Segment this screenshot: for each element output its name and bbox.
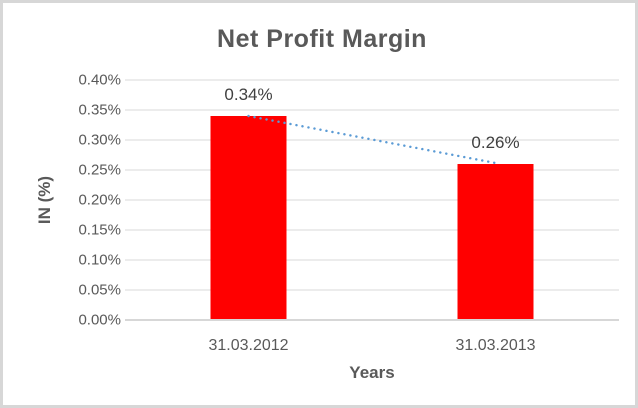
x-axis-category-label: 31.03.2013 <box>455 337 536 354</box>
bar-data-label: 0.34% <box>224 85 273 104</box>
plot-area <box>125 79 619 321</box>
x-axis-title: Years <box>349 363 395 382</box>
y-axis-tick-label: 0.25% <box>78 161 121 179</box>
y-axis-tick-label: 0.15% <box>78 221 121 239</box>
y-axis-tick-label: 0.05% <box>78 281 121 299</box>
y-axis-tick-label: 0.10% <box>78 251 121 269</box>
bar-data-label: 0.26% <box>471 133 520 152</box>
x-axis-category-label: 31.03.2012 <box>208 337 289 354</box>
bar-31.03.2012 <box>210 116 287 319</box>
y-axis-tick-label: 0.40% <box>78 71 121 89</box>
y-axis-title: IN (%) <box>35 175 54 225</box>
y-axis-tick-label: 0.30% <box>78 131 121 149</box>
y-axis-tick-label: 0.00% <box>78 311 121 329</box>
trendline <box>247 114 497 165</box>
y-axis-tick-label: 0.35% <box>78 101 121 119</box>
y-axis-tick-label: 0.20% <box>78 191 121 209</box>
bar-31.03.2013 <box>457 164 534 319</box>
chart-title: Net Profit Margin <box>217 25 427 53</box>
